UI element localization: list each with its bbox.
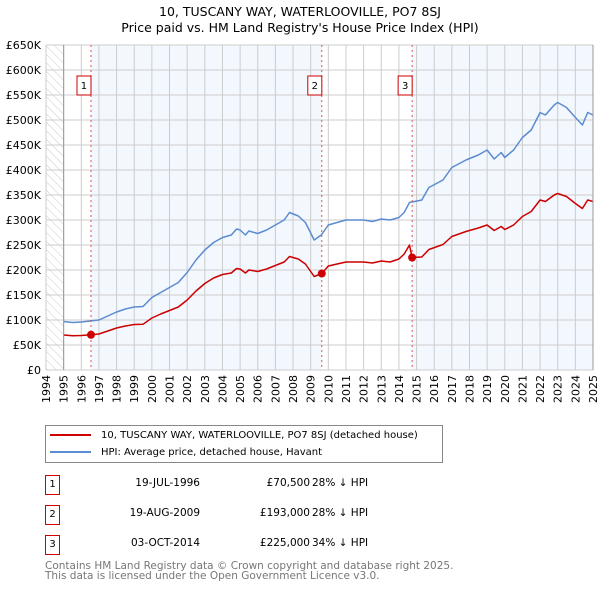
sale-date: 03-OCT-2014 bbox=[131, 537, 200, 549]
footer-copyright: Contains HM Land Registry data © Crown c… bbox=[45, 560, 454, 572]
transaction-row: 2 19-AUG-2009 £193,000 28% ↓ HPI bbox=[45, 505, 445, 525]
x-tick-label: 2000 bbox=[146, 375, 159, 403]
x-tick-label: 2011 bbox=[340, 375, 353, 403]
sale-label-box bbox=[397, 75, 413, 96]
ownership-shade bbox=[90, 45, 322, 370]
y-tick-label: £600K bbox=[6, 64, 42, 77]
transaction-row: 1 19-JUL-1996 £70,500 28% ↓ HPI bbox=[45, 475, 445, 495]
y-tick-label: £150K bbox=[6, 289, 42, 302]
x-tick-label: 2013 bbox=[375, 375, 388, 403]
sale-label: 1 bbox=[81, 81, 87, 92]
sale-price: £70,500 bbox=[266, 477, 310, 489]
y-tick-label: £550K bbox=[6, 89, 42, 102]
x-tick-label: 2017 bbox=[446, 375, 459, 403]
x-tick-label: 2004 bbox=[216, 375, 229, 403]
x-tick-label: 2021 bbox=[516, 375, 529, 403]
sale-number-badge: 3 bbox=[45, 535, 60, 555]
x-tick-label: 2025 bbox=[587, 375, 600, 403]
legend-item-property: 10, TUSCANY WAY, WATERLOOVILLE, PO7 8SJ … bbox=[46, 427, 418, 443]
x-tick-label: 2005 bbox=[234, 375, 247, 403]
legend-label: HPI: Average price, detached house, Hava… bbox=[101, 446, 323, 458]
chart-legend: 10, TUSCANY WAY, WATERLOOVILLE, PO7 8SJ … bbox=[45, 425, 443, 463]
x-tick-label: 1999 bbox=[128, 375, 141, 403]
no-data-hatch bbox=[46, 45, 64, 370]
sale-hpi-diff: 28% ↓ HPI bbox=[312, 477, 369, 489]
x-tick-label: 2016 bbox=[428, 375, 441, 403]
x-tick-label: 2008 bbox=[287, 375, 300, 403]
y-tick-label: £200K bbox=[6, 264, 42, 277]
x-tick-label: 2018 bbox=[463, 375, 476, 403]
x-tick-label: 2020 bbox=[499, 375, 512, 403]
transaction-row: 3 03-OCT-2014 £225,000 34% ↓ HPI bbox=[45, 535, 445, 555]
sale-label: 2 bbox=[312, 81, 318, 92]
sale-hpi-diff: 28% ↓ HPI bbox=[312, 507, 369, 519]
price-chart: 1 2 3 1994 1995 1996 1997 1998 1999 2000 2001 2002 2… bbox=[6, 39, 600, 403]
x-tick-label: 2009 bbox=[305, 375, 318, 403]
x-tick-label: 2006 bbox=[252, 375, 265, 403]
x-tick-label: 2003 bbox=[199, 375, 212, 403]
x-tick-label: 2012 bbox=[358, 375, 371, 403]
sale-point bbox=[86, 330, 95, 339]
sale-number-badge: 2 bbox=[45, 505, 60, 525]
x-tick-label: 2019 bbox=[481, 375, 494, 403]
sale-number-badge: 1 bbox=[45, 475, 60, 495]
y-tick-label: £300K bbox=[6, 214, 42, 227]
y-tick-label: £50K bbox=[13, 339, 42, 352]
sale-price: £225,000 bbox=[259, 537, 310, 549]
x-tick-label: 1997 bbox=[93, 375, 106, 403]
sale-label-box bbox=[307, 75, 323, 96]
y-tick-label: £500K bbox=[6, 114, 42, 127]
x-tick-label: 2007 bbox=[269, 375, 282, 403]
y-tick-label: £450K bbox=[6, 139, 42, 152]
x-tick-label: 2010 bbox=[322, 375, 335, 403]
legend-label: 10, TUSCANY WAY, WATERLOOVILLE, PO7 8SJ … bbox=[101, 429, 418, 441]
y-tick-label: £100K bbox=[6, 314, 42, 327]
footer: Contains HM Land Registry data © Crown c… bbox=[45, 560, 454, 582]
sale-point bbox=[317, 269, 326, 278]
sale-label-box bbox=[76, 75, 92, 96]
chart-title-subtitle: Price paid vs. HM Land Registry's House … bbox=[121, 20, 479, 35]
x-tick-label: 2023 bbox=[552, 375, 565, 403]
series-line-property bbox=[63, 192, 594, 337]
x-tick-label: 2022 bbox=[534, 375, 547, 403]
sale-date: 19-JUL-1996 bbox=[135, 477, 200, 489]
x-tick-label: 2024 bbox=[569, 375, 582, 403]
legend-item-hpi: HPI: Average price, detached house, Hava… bbox=[46, 444, 322, 460]
y-tick-label: £0 bbox=[27, 364, 41, 377]
chart-title-address: 10, TUSCANY WAY, WATERLOOVILLE, PO7 8SJ bbox=[159, 4, 441, 19]
x-tick-label: 2015 bbox=[411, 375, 424, 403]
y-tick-label: £350K bbox=[6, 189, 42, 202]
sale-price: £193,000 bbox=[259, 507, 310, 519]
footer-licence: This data is licensed under the Open Gov… bbox=[45, 570, 380, 582]
y-tick-label: £650K bbox=[6, 39, 42, 52]
y-tick-label: £250K bbox=[6, 239, 42, 252]
legend-swatch-red bbox=[50, 434, 91, 436]
x-tick-label: 2014 bbox=[393, 375, 406, 403]
sale-label: 3 bbox=[402, 81, 408, 92]
x-tick-label: 1998 bbox=[111, 375, 124, 403]
sale-date: 19-AUG-2009 bbox=[129, 507, 200, 519]
x-tick-label: 2001 bbox=[164, 375, 177, 403]
x-tick-label: 1995 bbox=[58, 375, 71, 403]
sale-point bbox=[408, 253, 417, 262]
legend-swatch-blue bbox=[50, 451, 91, 453]
x-tick-label: 1994 bbox=[40, 375, 53, 403]
sale-hpi-diff: 34% ↓ HPI bbox=[312, 537, 369, 549]
y-tick-label: £400K bbox=[6, 164, 42, 177]
ownership-shade bbox=[412, 45, 593, 370]
x-tick-label: 1996 bbox=[75, 375, 88, 403]
x-tick-label: 2002 bbox=[181, 375, 194, 403]
